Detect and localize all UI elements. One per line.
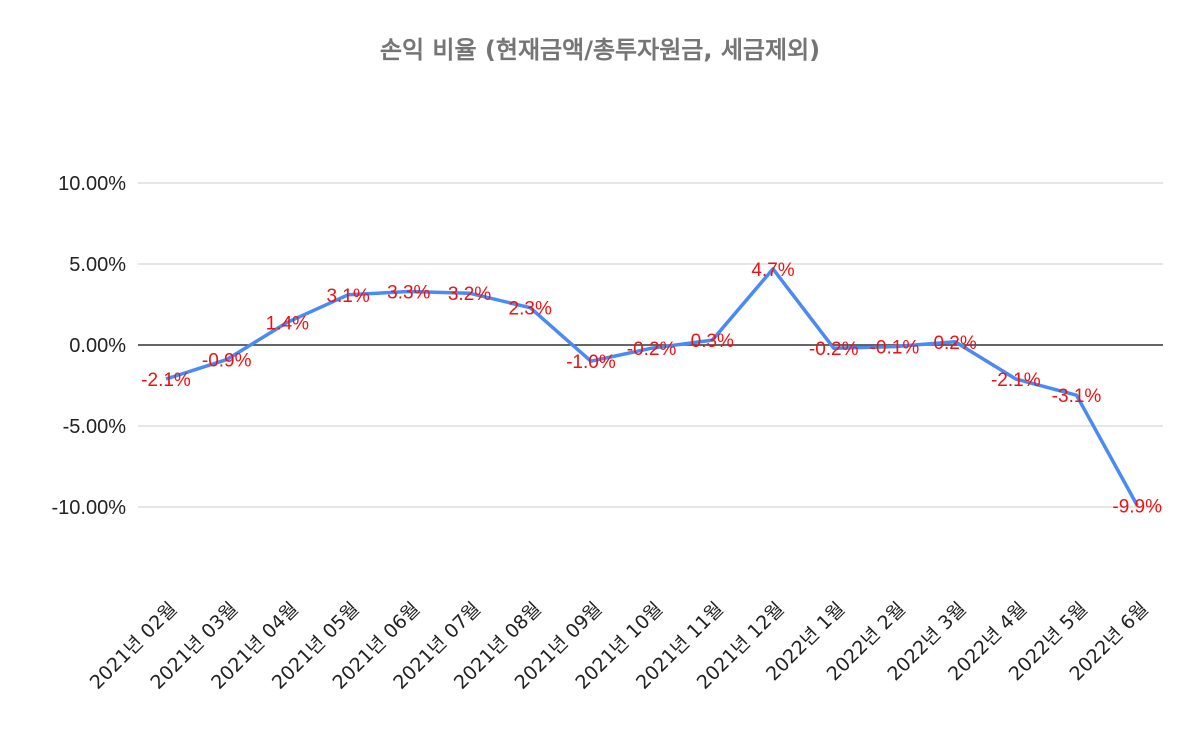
data-label: 3.2% bbox=[448, 284, 491, 305]
y-tick-label: 5.00% bbox=[69, 254, 126, 276]
data-label: 3.3% bbox=[387, 283, 430, 304]
data-label: -9.9% bbox=[1112, 496, 1162, 517]
data-label: -1.0% bbox=[566, 352, 616, 373]
data-label: -2.1% bbox=[991, 370, 1041, 391]
chart-title: 손익 비율 (현재금액/총투자원금, 세금제외) bbox=[380, 36, 820, 64]
y-tick-label: 10.00% bbox=[58, 173, 126, 195]
data-label: 2.3% bbox=[509, 299, 552, 320]
series-layer bbox=[165, 267, 1139, 507]
data-label: -0.2% bbox=[627, 339, 677, 360]
data-label: -0.2% bbox=[809, 339, 859, 360]
data-label: -0.1% bbox=[870, 338, 920, 359]
y-tick-label: -10.00% bbox=[52, 497, 127, 519]
data-label: 0.2% bbox=[933, 333, 976, 354]
data-label: 4.7% bbox=[751, 260, 794, 281]
data-label: 0.3% bbox=[691, 331, 734, 352]
data-label: 3.1% bbox=[326, 286, 369, 307]
y-tick-label: 0.00% bbox=[69, 335, 126, 357]
series-line bbox=[165, 267, 1139, 507]
gridlines bbox=[138, 182, 1163, 508]
y-axis-tick-labels: 10.00% 5.00% 0.00% -5.00% -10.00% bbox=[52, 173, 127, 519]
data-label: -3.1% bbox=[1052, 386, 1102, 407]
data-labels: -2.1% -0.9% 1.4% 3.1% 3.3% 3.2% 2.3% -1.0% -0.2%… bbox=[141, 260, 1162, 518]
data-label: -2.1% bbox=[141, 370, 191, 391]
data-label: 1.4% bbox=[266, 313, 309, 334]
data-label: -0.9% bbox=[202, 351, 252, 372]
y-tick-label: -5.00% bbox=[63, 416, 127, 438]
